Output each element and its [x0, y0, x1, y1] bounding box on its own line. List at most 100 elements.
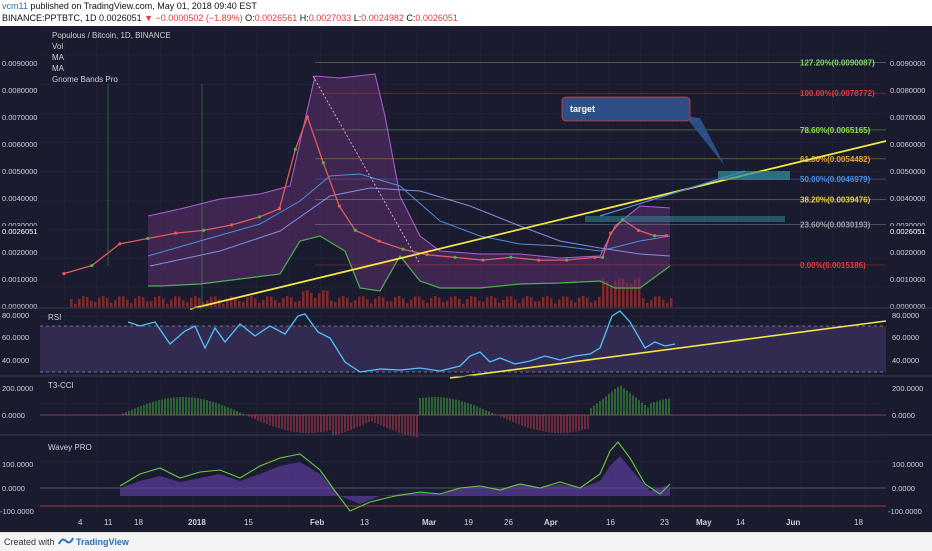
- volume-bar: [390, 301, 393, 307]
- wavey-tick-0-left: 0.0000: [2, 484, 25, 493]
- price-tick-label: 0.0080000: [2, 86, 37, 95]
- volume-bar: [294, 301, 297, 307]
- volume-bar: [534, 301, 537, 307]
- volume-bar: [574, 302, 577, 307]
- price-point: [652, 234, 657, 238]
- volume-bar: [298, 300, 301, 307]
- price-tick-label: 0.0020000: [2, 248, 37, 257]
- time-tick-label: 2018: [188, 518, 206, 527]
- volume-bar: [642, 298, 645, 307]
- volume-bar: [318, 293, 321, 307]
- last-price: 0.0026051: [99, 13, 142, 23]
- volume-bar: [306, 290, 309, 307]
- volume-bar: [566, 296, 569, 307]
- volume-bar: [450, 296, 453, 307]
- volume-bar: [430, 298, 433, 307]
- fib-level-label: 61.80%(0.0054482): [800, 155, 871, 164]
- cci-histogram: [122, 385, 670, 438]
- publish-text: published on TradingView.com, May 01, 20…: [27, 1, 257, 11]
- rsi-background: [40, 326, 886, 372]
- cci-tick-200-left: 200.0000: [2, 384, 33, 393]
- time-tick-label: Feb: [310, 518, 324, 527]
- cci-tick-200: 200.0000: [892, 384, 923, 393]
- price-tick-label: 0.0020000: [890, 248, 925, 257]
- volume-bar: [310, 292, 313, 307]
- volume-bars: [70, 278, 673, 307]
- volume-bar: [350, 302, 353, 307]
- price-tick-label: 0.0090000: [2, 59, 37, 68]
- time-tick-label: 26: [504, 518, 513, 527]
- price-point: [202, 228, 206, 232]
- rsi-trendline[interactable]: [449, 320, 887, 379]
- bollinger-band-upper: [147, 73, 671, 259]
- volume-bar: [86, 296, 89, 307]
- time-tick-label: 18: [134, 518, 143, 527]
- fibonacci-levels: 127.20%(0.0090087) 100.00%(0.0078772) 78.6…: [315, 59, 886, 270]
- volume-bar: [442, 301, 445, 307]
- volume-bar: [526, 296, 529, 307]
- volume-bar: [358, 296, 361, 307]
- fib-level-label: 50.00%(0.0046979): [800, 175, 871, 184]
- volume-bar: [474, 296, 477, 307]
- time-tick-label: 13: [360, 518, 369, 527]
- price-tick-label: 0.0080000: [890, 86, 925, 95]
- price-point: [293, 147, 297, 151]
- volume-bar: [322, 290, 325, 307]
- volume-bar: [190, 297, 193, 307]
- tradingview-logo-icon: [58, 535, 74, 549]
- right-price-axis: 0.0090000 0.0080000 0.0070000 0.0060000 0.00…: [890, 59, 925, 311]
- chart-canvas[interactable]: 127.20%(0.0090087) 100.00%(0.0078772) 78.6…: [0, 26, 932, 532]
- volume-bar: [218, 299, 221, 307]
- fib-level-label: 38.20%(0.0039476): [800, 195, 871, 204]
- volume-bar: [546, 296, 549, 307]
- volume-bar: [282, 298, 285, 307]
- price-tick-label: 0.0040000: [2, 194, 37, 203]
- price-point: [321, 161, 325, 165]
- volume-bar: [478, 300, 481, 307]
- volume-bar: [90, 300, 93, 307]
- volume-bar: [634, 279, 637, 307]
- volume-bar: [638, 278, 641, 307]
- volume-bar: [462, 303, 465, 307]
- price-point: [229, 223, 234, 227]
- target-callout[interactable]: [561, 96, 691, 122]
- cci-tick-0-left: 0.0000: [2, 411, 25, 420]
- username-link[interactable]: vcm11: [2, 1, 28, 11]
- price-tick-label: 0.0040000: [890, 194, 925, 203]
- high-value: 0.0027033: [308, 13, 352, 23]
- price-point: [90, 263, 94, 268]
- volume-bar: [454, 296, 457, 307]
- price-point: [401, 247, 405, 251]
- volume-bar: [278, 302, 281, 307]
- volume-bar: [122, 296, 125, 307]
- price-point: [664, 234, 669, 238]
- price-point: [62, 271, 66, 276]
- time-tick-label: Apr: [544, 518, 558, 527]
- price-tick-label: 0.0070000: [2, 113, 37, 122]
- price-point: [509, 255, 513, 259]
- price-tick-label: 0.0010000: [2, 275, 37, 284]
- wavey-tick-100: 100.0000: [892, 460, 923, 469]
- trendline-main[interactable]: [189, 140, 887, 310]
- time-tick-label: Mar: [422, 518, 436, 527]
- volume-bar: [242, 301, 245, 307]
- rsi-tick-60-left: 60.0000: [2, 333, 29, 342]
- volume-bar: [134, 298, 137, 307]
- price-point: [337, 204, 341, 208]
- volume-bar: [646, 302, 649, 307]
- volume-bar: [610, 285, 613, 307]
- left-price-axis: 0.0090000 0.0080000 0.0070000 0.0060000 0.00…: [2, 59, 37, 311]
- price-point: [593, 255, 597, 259]
- symbol-label: BINANCE:PPTBTC, 1D: [2, 13, 97, 23]
- volume-bar: [78, 298, 81, 307]
- cci-label: T3-CCI: [48, 381, 74, 390]
- volume-bar: [434, 296, 437, 307]
- price-change: −0.0000502 (−1.89%): [155, 13, 243, 23]
- volume-bar: [622, 278, 625, 307]
- tradingview-brand-link[interactable]: TradingView: [76, 537, 129, 547]
- price-point: [425, 253, 429, 257]
- volume-bar: [662, 299, 665, 307]
- legend-gnome-bands: Gnome Bands Pro: [52, 75, 118, 84]
- chart-area[interactable]: 127.20%(0.0090087) 100.00%(0.0078772) 78.6…: [0, 26, 932, 532]
- resistance-box: [585, 216, 785, 222]
